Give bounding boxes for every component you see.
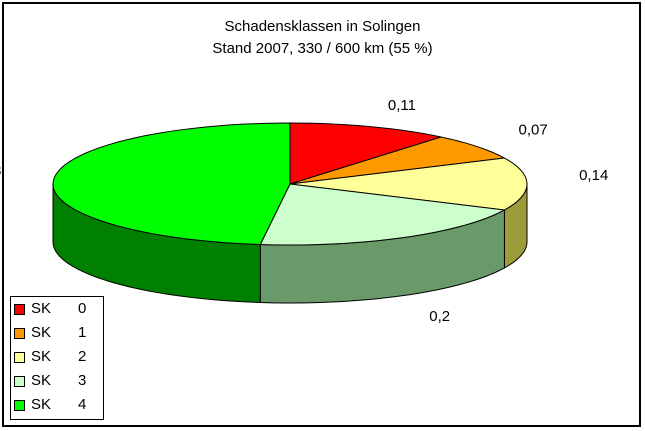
legend-swatch [14, 304, 25, 315]
legend-label: SK [31, 348, 52, 365]
pie-slice-3 [259, 183, 505, 246]
pie-slice-2 [289, 157, 528, 211]
legend-item-sk2: SK 2 [14, 347, 102, 367]
legend-swatch [14, 328, 25, 339]
pie-slice-1 [289, 136, 505, 185]
legend-item-sk4: SK 4 [14, 395, 102, 415]
legend-label: SK [31, 300, 52, 317]
legend-swatch [14, 400, 25, 411]
legend-swatch [14, 352, 25, 363]
legend-label: SK [31, 372, 52, 389]
legend-item-sk0: SK 0 [14, 299, 102, 319]
legend-number: 4 [78, 396, 87, 413]
pie-slice-4 [52, 122, 291, 246]
legend-label: SK [31, 396, 52, 413]
legend-swatch [14, 376, 25, 387]
legend-item-sk3: SK 3 [14, 371, 102, 391]
chart-subtitle: Stand 2007, 330 / 600 km (55 %) [212, 40, 433, 57]
legend-number: 0 [78, 300, 87, 317]
data-label-1: 0,07 [519, 121, 548, 138]
legend-number: 2 [78, 348, 87, 365]
legend-label: SK [31, 324, 52, 341]
legend-item-sk1: SK 1 [14, 323, 102, 343]
legend: SK 0 SK 1 SK 2 SK 3 SK 4 [10, 296, 104, 420]
pie-top-group [52, 122, 528, 246]
legend-number: 1 [78, 324, 87, 341]
data-label-3: 0,2 [429, 308, 450, 325]
pie-slice-0 [289, 122, 442, 185]
legend-number: 3 [78, 372, 87, 389]
pie-label-group: 0,11 0,07 0,14 0,2 0,48 [0, 97, 608, 325]
data-label-4: 0,48 [0, 162, 1, 179]
data-label-0: 0,11 [388, 97, 416, 114]
data-label-2: 0,14 [579, 167, 608, 184]
chart-title: Schadensklassen in Solingen [224, 18, 421, 35]
